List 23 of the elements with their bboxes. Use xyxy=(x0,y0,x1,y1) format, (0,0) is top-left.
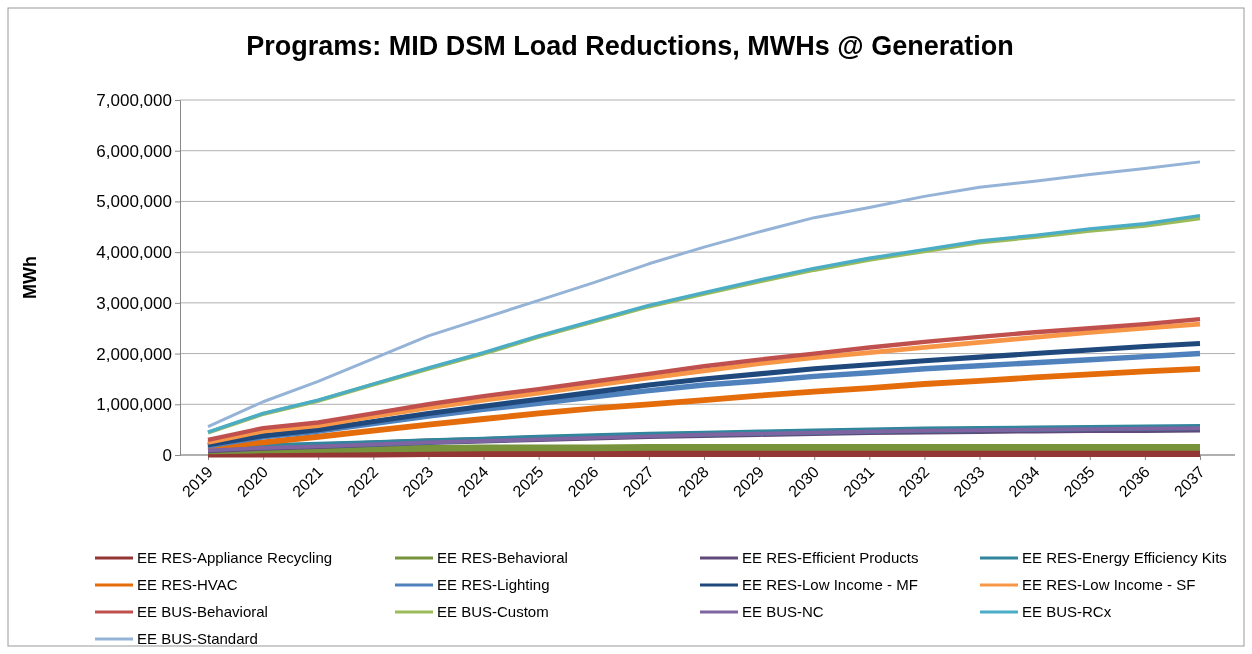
legend-label: EE RES-Behavioral xyxy=(437,549,568,567)
legend-label: EE RES-Appliance Recycling xyxy=(137,549,333,567)
legend-label: EE RES-HVAC xyxy=(137,576,238,594)
y-tick-label: 6,000,000 xyxy=(96,141,172,161)
chart-title: Programs: MID DSM Load Reductions, MWHs @ Generation xyxy=(246,31,1014,61)
y-tick-label: 7,000,000 xyxy=(96,90,172,110)
legend-label: EE BUS-RCx xyxy=(1022,603,1112,621)
y-tick-label: 2,000,000 xyxy=(96,344,172,364)
legend-label: EE BUS-Custom xyxy=(437,603,549,621)
legend-label: EE RES-Low Income - MF xyxy=(742,576,918,594)
legend-label: EE RES-Low Income - SF xyxy=(1022,576,1196,594)
legend-label: EE RES-Lighting xyxy=(437,576,550,594)
legend-label: EE RES-Energy Efficiency Kits xyxy=(1022,549,1227,567)
y-axis-title: MWh xyxy=(20,256,40,299)
y-tick-label: 4,000,000 xyxy=(96,243,172,263)
legend-label: EE BUS-Behavioral xyxy=(137,603,268,621)
legend-label: EE BUS-Standard xyxy=(137,630,258,648)
y-tick-label: 3,000,000 xyxy=(96,293,172,313)
y-tick-label: 1,000,000 xyxy=(96,395,172,415)
legend-label: EE BUS-NC xyxy=(742,603,824,621)
y-tick-label: 0 xyxy=(162,445,172,465)
legend-label: EE RES-Efficient Products xyxy=(742,549,919,567)
y-tick-label: 5,000,000 xyxy=(96,192,172,212)
